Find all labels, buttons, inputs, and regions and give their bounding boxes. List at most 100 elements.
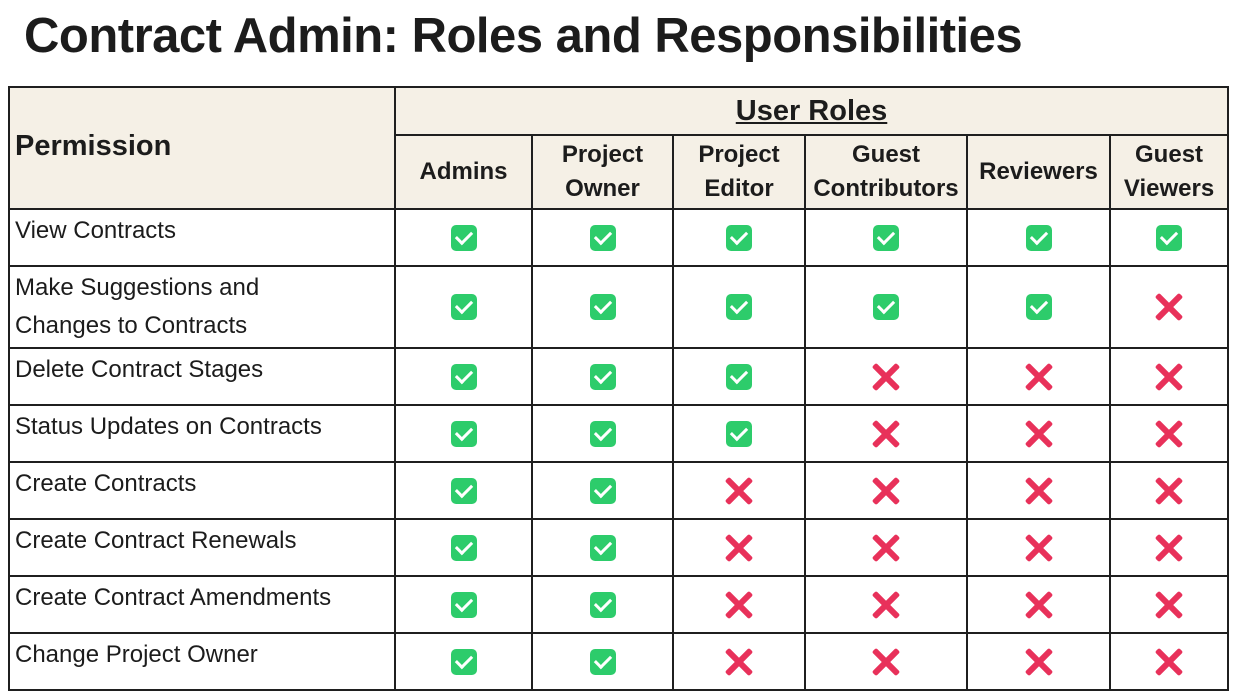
access-cell [672,461,806,520]
role-header-label: Editor [704,175,774,202]
permission-header: Permission [8,86,396,210]
permission-label: Delete Contract Stages [15,356,264,383]
role-header-label: Project [561,141,644,168]
check-icon [450,420,477,447]
access-cell [672,208,806,267]
check-icon [450,648,477,675]
table-row: Status Updates on Contracts [8,404,1230,463]
check-icon [589,477,616,504]
permission-label: Create Contracts [15,470,197,497]
check-icon [589,420,616,447]
access-cell [394,518,533,577]
table-row: View Contracts [8,208,1230,267]
cross-icon [871,647,901,677]
permissions-table: Permission User Roles Admins Project Owner… [8,86,1230,691]
permission-cell: Delete Contract Stages [8,347,396,406]
check-icon [450,534,477,561]
access-cell [966,404,1111,463]
access-cell [804,632,968,691]
access-cell [1108,347,1230,406]
check-icon [450,224,477,251]
cross-icon [1024,419,1054,449]
page-title: Contract Admin: Roles and Responsibiliti… [24,9,1023,63]
access-cell [531,208,674,267]
role-header-label: Guest [1135,141,1204,168]
table-row: Create Contract Amendments [8,575,1230,634]
cross-icon [1024,362,1054,392]
permission-cell: Create Contract Renewals [8,518,396,577]
check-icon [450,477,477,504]
cross-icon [724,647,754,677]
access-cell [394,347,533,406]
access-cell [804,265,968,349]
cross-icon [724,590,754,620]
check-icon [589,648,616,675]
access-cell [1108,265,1230,349]
permission-cell: Status Updates on Contracts [8,404,396,463]
check-icon [1025,294,1052,320]
check-icon [726,420,752,447]
permission-cell: Create Contract Amendments [8,575,396,634]
cross-icon [1154,292,1184,322]
role-header: Reviewers [966,134,1111,210]
permission-label: Changes to Contracts [15,312,248,339]
cross-icon [871,419,901,449]
cross-icon [871,533,901,563]
access-cell [394,632,533,691]
access-cell [1108,461,1230,520]
role-header-label: Guest [851,141,920,168]
access-cell [531,404,674,463]
cross-icon [1154,419,1184,449]
user-roles-header: User Roles [393,86,1230,136]
cross-icon [1154,590,1184,620]
access-cell [804,404,968,463]
check-icon [1025,224,1052,251]
permission-cell: Change Project Owner [8,632,396,691]
table-row: Delete Contract Stages [8,347,1230,406]
access-cell [672,632,806,691]
access-cell [531,347,674,406]
cross-icon [1024,533,1054,563]
cross-icon [1024,590,1054,620]
check-icon [589,534,616,561]
role-header-label: Reviewers [979,158,1098,185]
cross-icon [1024,476,1054,506]
check-icon [589,591,616,618]
role-header-label: Project [698,141,780,168]
access-cell [966,461,1111,520]
role-header-label: Contributors [813,175,959,202]
role-header-label: Viewers [1123,175,1215,202]
cross-icon [724,476,754,506]
role-header-label: Admins [419,158,508,185]
cross-icon [1154,362,1184,392]
access-cell [966,575,1111,634]
access-cell [531,575,674,634]
access-cell [804,518,968,577]
role-header: Project Editor [672,134,806,210]
access-cell [1108,632,1230,691]
permission-cell: Make Suggestions and Changes to Contracts [8,265,396,349]
permission-label: Create Contract Renewals [15,527,297,554]
check-icon [589,294,616,320]
access-cell [531,265,674,349]
access-cell [1108,518,1230,577]
access-cell [804,347,968,406]
check-icon [589,224,616,251]
check-icon [589,363,616,390]
cross-icon [871,362,901,392]
permission-cell: View Contracts [8,208,396,267]
access-cell [1108,208,1230,267]
access-cell [966,632,1111,691]
check-icon [450,591,477,618]
access-cell [966,518,1111,577]
check-icon [450,363,477,390]
check-icon [726,224,752,251]
cross-icon [871,476,901,506]
permission-label: Make Suggestions and [15,274,260,301]
check-icon [726,363,752,390]
access-cell [394,575,533,634]
table-row: Change Project Owner [8,632,1230,691]
check-icon [450,294,477,320]
check-icon [1156,224,1183,251]
access-cell [394,461,533,520]
